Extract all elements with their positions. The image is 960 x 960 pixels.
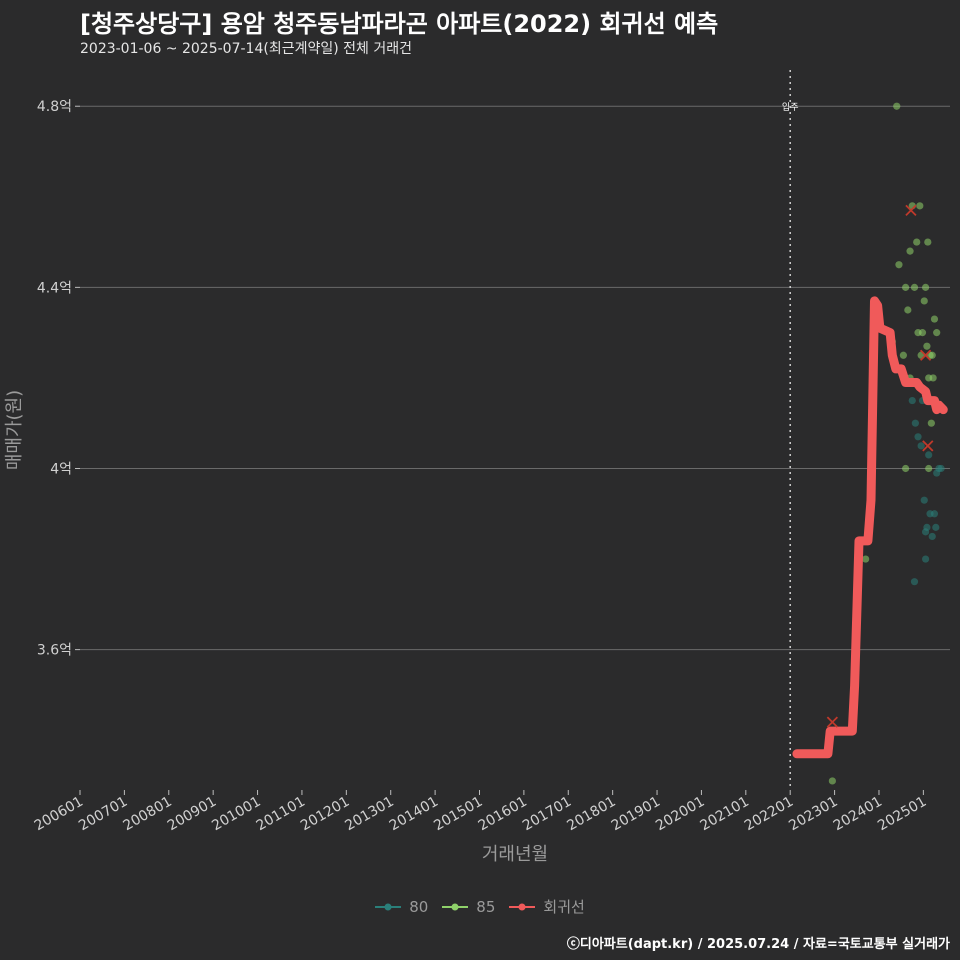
x-tick-label: 200701 <box>76 794 130 835</box>
x-tick-label: 202001 <box>653 794 707 835</box>
point-85 <box>927 419 935 427</box>
y-tick-label: 4.8억 <box>37 99 72 115</box>
point-85 <box>920 297 928 305</box>
data-points <box>828 102 945 785</box>
point-85 <box>902 283 910 291</box>
x-tick-label: 202401 <box>831 794 885 835</box>
y-tick-label: 4.4억 <box>37 280 72 296</box>
source-footer: ⓒ디아파트(dapt.kr) / 2025.07.24 / 자료=국토교통부 실… <box>566 937 950 952</box>
point-85 <box>930 315 939 323</box>
legend: 80 85 회귀선 <box>0 896 960 917</box>
cancelled-deals <box>826 204 934 728</box>
x-tick-label: 201801 <box>564 794 618 835</box>
point-80 <box>930 510 939 518</box>
x-tick-label: 201501 <box>431 794 485 835</box>
point-85 <box>933 329 941 337</box>
x-tick-label: 200601 <box>32 794 86 835</box>
y-tick-label: 3.6억 <box>37 643 72 659</box>
cancelled-cross-b <box>922 440 934 452</box>
regression-line <box>792 296 948 759</box>
point-85 <box>924 238 932 246</box>
point-85 <box>899 351 907 359</box>
point-80 <box>911 419 919 427</box>
point-85 <box>904 306 912 314</box>
point-80 <box>932 523 940 531</box>
axis-layer: 3.6억4억4.4억4.8억20060120070120080120090120… <box>32 99 930 834</box>
point-85 <box>929 374 937 382</box>
point-85 <box>921 283 930 291</box>
point-85 <box>893 102 901 110</box>
point-85 <box>862 555 870 563</box>
point-80 <box>920 496 928 504</box>
point-85 <box>925 464 933 473</box>
chart-subtitle: 2023-01-06 ~ 2025-07-14(최근계약일) 전체 거래건 <box>80 41 412 57</box>
x-tick-label: 201701 <box>520 794 574 835</box>
y-axis-label: 매매가(원) <box>4 390 25 470</box>
cancelled-cross-b <box>826 716 839 728</box>
point-85 <box>906 247 914 255</box>
x-tick-label: 200901 <box>165 794 219 835</box>
legend-key-80 <box>375 903 402 910</box>
legend-key-regression <box>509 903 536 910</box>
x-tick-label: 201401 <box>387 794 441 835</box>
x-tick-label: 202501 <box>875 794 929 835</box>
x-axis-label: 거래년월 <box>482 844 548 865</box>
x-tick-label: 201901 <box>609 794 663 835</box>
point-80 <box>928 532 936 541</box>
x-tick-label: 201201 <box>298 794 352 835</box>
point-85 <box>918 329 927 337</box>
regression-line-layer <box>792 296 948 759</box>
point-80 <box>917 442 925 450</box>
point-80 <box>925 451 933 459</box>
grid-layer <box>80 105 950 651</box>
point-85 <box>913 238 921 246</box>
cancelled-cross-b <box>919 349 932 361</box>
legend-label-regression: 회귀선 <box>543 898 585 916</box>
point-85 <box>910 283 919 291</box>
x-tick-label: 202101 <box>698 794 752 835</box>
point-80 <box>910 578 919 586</box>
point-85 <box>928 351 936 359</box>
y-tick-label: 4억 <box>50 461 72 477</box>
point-85 <box>916 202 924 210</box>
point-85 <box>902 464 910 473</box>
chart-title: [청주상당구] 용암 청주동남파라곤 아파트(2022) 회귀선 예측 <box>80 10 719 38</box>
x-tick-label: 201001 <box>209 794 263 835</box>
legend-item-85: 85 <box>442 898 495 916</box>
point-85 <box>923 342 931 350</box>
cancelled-marker <box>922 440 934 452</box>
legend-label-85: 85 <box>476 897 496 916</box>
x-tick-label: 201301 <box>342 794 396 835</box>
cancelled-marker <box>826 716 839 728</box>
point-85 <box>828 777 836 785</box>
legend-item-regression: 회귀선 <box>509 896 585 917</box>
legend-label-80: 80 <box>409 897 429 916</box>
move-in-label: 입주 <box>782 101 799 113</box>
cancelled-marker <box>919 349 932 361</box>
legend-item-80: 80 <box>375 898 428 916</box>
point-85 <box>895 261 903 269</box>
cancelled-marker <box>905 204 917 217</box>
move-in-marker: 입주 <box>782 70 799 790</box>
x-tick-label: 201601 <box>476 794 530 835</box>
x-tick-label: 200801 <box>120 794 174 835</box>
legend-key-85 <box>442 903 469 910</box>
point-80 <box>914 433 922 441</box>
x-tick-label: 202301 <box>786 794 840 835</box>
cancelled-cross-b <box>905 204 917 217</box>
point-80 <box>923 523 931 531</box>
x-tick-label: 202201 <box>742 794 796 835</box>
point-80 <box>908 396 916 405</box>
point-80 <box>921 555 930 563</box>
point-80 <box>937 464 945 473</box>
x-tick-label: 201101 <box>254 794 308 835</box>
